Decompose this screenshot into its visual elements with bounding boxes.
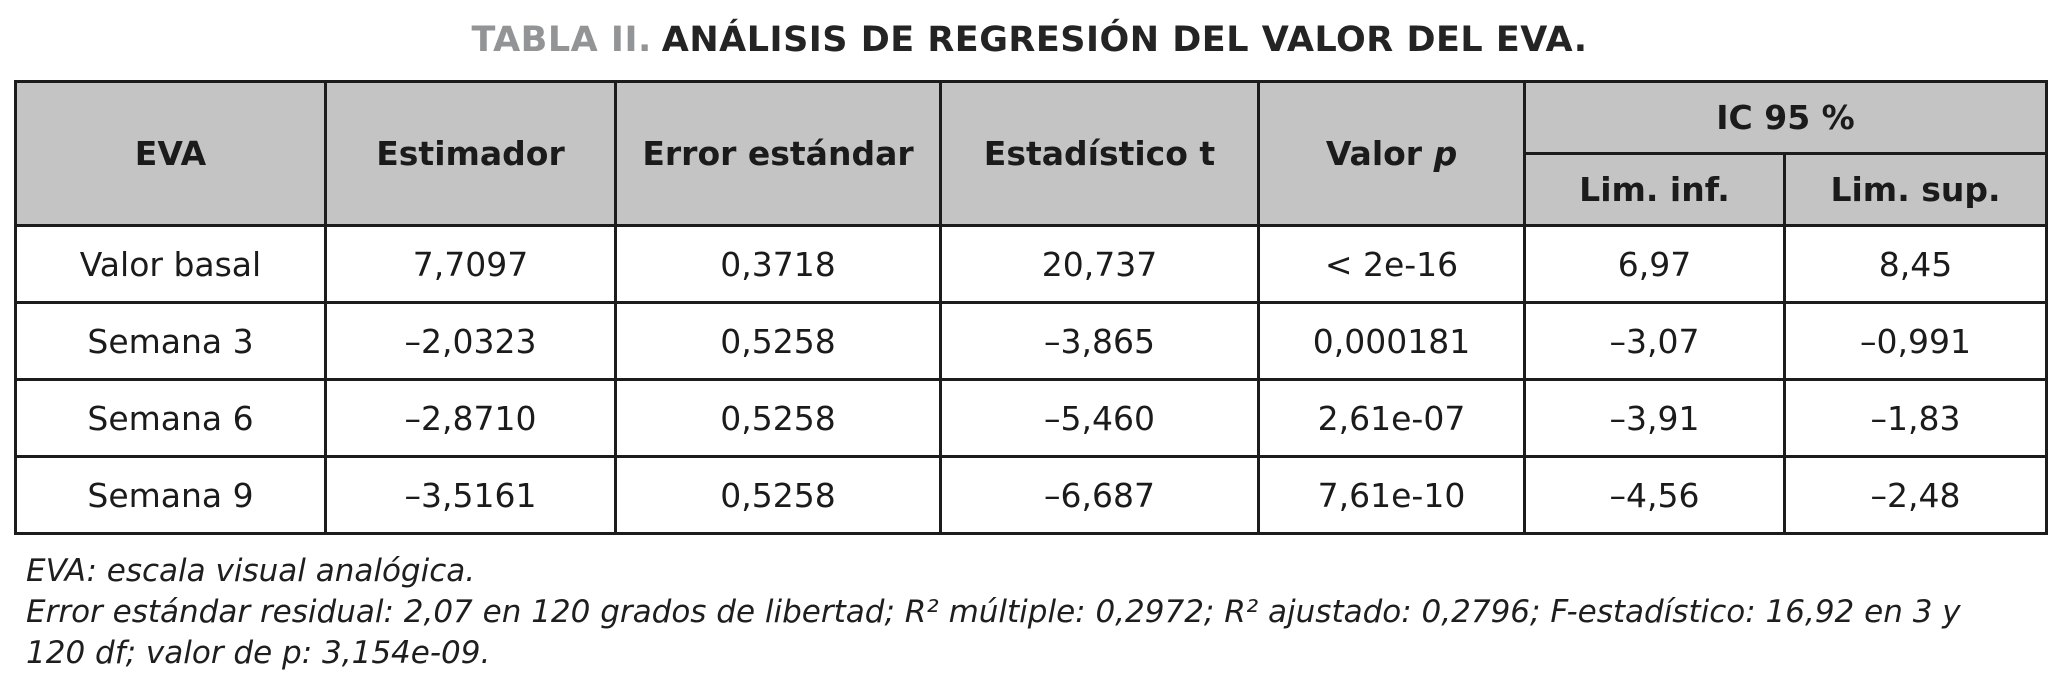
cell-error: 0,5258: [614, 378, 942, 458]
header-estadistico-t: Estadístico t: [939, 80, 1260, 227]
header-ic95: IC 95 %: [1523, 80, 2048, 155]
cell-error: 0,3718: [614, 224, 942, 304]
cell-estimador: –2,0323: [324, 301, 617, 381]
cell-p: 2,61e-07: [1257, 378, 1526, 458]
header-lim-sup: Lim. sup.: [1783, 152, 2048, 227]
table-header: EVA Estimador Error estándar Estadístico…: [14, 80, 2048, 227]
header-valor-p-symbol: p: [1433, 134, 1458, 173]
cell-lim-inf: –4,56: [1523, 455, 1786, 535]
cell-lim-inf: –3,91: [1523, 378, 1786, 458]
cell-p: < 2e-16: [1257, 224, 1526, 304]
cell-estimador: 7,7097: [324, 224, 617, 304]
cell-lim-sup: 8,45: [1783, 224, 2048, 304]
header-error-estandar: Error estándar: [614, 80, 942, 227]
cell-lim-inf: –3,07: [1523, 301, 1786, 381]
cell-t: –5,460: [939, 378, 1260, 458]
footnotes: EVA: escala visual analógica. Error está…: [14, 551, 2024, 674]
cell-lim-inf: 6,97: [1523, 224, 1786, 304]
cell-lim-sup: –0,991: [1783, 301, 2048, 381]
cell-lim-sup: –1,83: [1783, 378, 2048, 458]
table-title-text: ANÁLISIS DE REGRESIÓN DEL VALOR DEL EVA.: [661, 20, 1588, 60]
table-row: Semana 3 –2,0323 0,5258 –3,865 0,000181 …: [14, 301, 2048, 381]
header-row-top: EVA Estimador Error estándar Estadístico…: [14, 80, 2048, 227]
table-row: Semana 9 –3,5161 0,5258 –6,687 7,61e-10 …: [14, 455, 2048, 535]
cell-t: –6,687: [939, 455, 1260, 535]
table-title-label: TABLA II.: [471, 20, 652, 60]
cell-lim-sup: –2,48: [1783, 455, 2048, 535]
cell-error: 0,5258: [614, 301, 942, 381]
cell-t: 20,737: [939, 224, 1260, 304]
table-row: Semana 6 –2,8710 0,5258 –5,460 2,61e-07 …: [14, 378, 2048, 458]
header-eva: EVA: [14, 80, 327, 227]
cell-estimador: –3,5161: [324, 455, 617, 535]
table-body: Valor basal 7,7097 0,3718 20,737 < 2e-16…: [14, 224, 2048, 535]
cell-estimador: –2,8710: [324, 378, 617, 458]
cell-eva: Valor basal: [14, 224, 327, 304]
cell-p: 0,000181: [1257, 301, 1526, 381]
header-valor-p: Valor p: [1257, 80, 1526, 227]
cell-eva: Semana 9: [14, 455, 327, 535]
table-row: Valor basal 7,7097 0,3718 20,737 < 2e-16…: [14, 224, 2048, 304]
cell-t: –3,865: [939, 301, 1260, 381]
header-lim-inf: Lim. inf.: [1523, 152, 1786, 227]
table-title: TABLA II. ANÁLISIS DE REGRESIÓN DEL VALOR…: [14, 20, 2045, 60]
footnote-model-stats: Error estándar residual: 2,07 en 120 gra…: [26, 594, 1961, 671]
header-estimador: Estimador: [324, 80, 617, 227]
header-valor-p-prefix: Valor: [1325, 134, 1434, 173]
regression-table: EVA Estimador Error estándar Estadístico…: [14, 80, 2048, 535]
cell-p: 7,61e-10: [1257, 455, 1526, 535]
cell-eva: Semana 3: [14, 301, 327, 381]
header-row-sub: Lim. inf. Lim. sup.: [16, 152, 2048, 227]
cell-eva: Semana 6: [14, 378, 327, 458]
footnote-eva-definition: EVA: escala visual analógica.: [26, 553, 476, 589]
cell-error: 0,5258: [614, 455, 942, 535]
